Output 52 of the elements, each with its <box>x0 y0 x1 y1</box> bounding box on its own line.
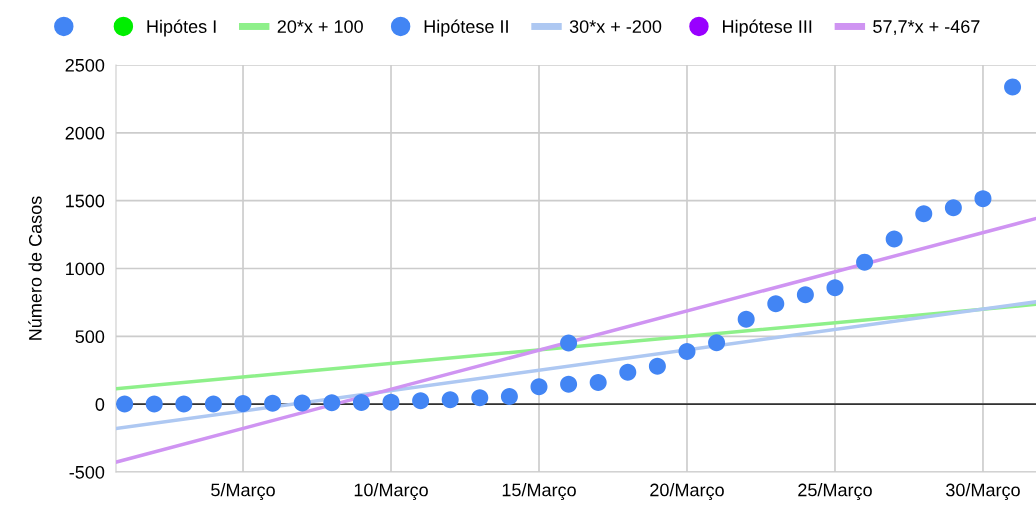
y-axis-title: Número de Casos <box>28 196 42 340</box>
point <box>145 395 163 413</box>
x-tick-label: 15/Março <box>502 483 576 501</box>
y-tick-label: 2000 <box>65 126 105 140</box>
point <box>382 393 400 411</box>
legend-label: 30*x + -200 <box>569 20 662 33</box>
legend-label: 20*x + 100 <box>277 20 363 33</box>
x-tick-label: 25/Março <box>798 483 872 501</box>
point <box>234 395 252 413</box>
point <box>530 378 548 396</box>
point <box>560 375 578 393</box>
y-tick-label: -500 <box>69 465 105 479</box>
point <box>767 295 785 313</box>
point <box>944 199 962 217</box>
point <box>826 279 844 297</box>
point <box>708 334 726 352</box>
point <box>885 230 903 248</box>
y-tick-label: 1500 <box>66 194 105 208</box>
point <box>323 394 341 412</box>
point <box>648 357 666 375</box>
point <box>796 286 814 304</box>
y-tick-label: 1000 <box>66 262 105 276</box>
point <box>352 393 370 411</box>
point <box>737 310 755 328</box>
point <box>441 391 459 409</box>
point <box>974 190 992 208</box>
point <box>678 343 696 361</box>
point <box>116 395 134 413</box>
point <box>589 374 607 392</box>
point <box>264 394 282 412</box>
x-tick-label: 5/Março <box>211 483 275 501</box>
point <box>1004 78 1022 96</box>
point <box>293 394 311 412</box>
point <box>412 392 430 410</box>
point <box>915 205 933 223</box>
legend-label: 57,7*x + -467 <box>873 20 980 36</box>
x-tick-label: 10/Março <box>354 483 428 501</box>
point <box>619 363 637 381</box>
legend-label: Hipótese III <box>723 19 812 37</box>
point <box>175 395 193 413</box>
y-tick-label: 0 <box>95 398 105 411</box>
point <box>560 334 578 352</box>
point <box>500 388 518 406</box>
y-tick-label: 500 <box>75 330 105 344</box>
legend-label: Hipótese II <box>424 19 508 37</box>
x-tick-label: 20/Março <box>650 483 724 501</box>
x-tick-label: 30/Março <box>946 483 1020 501</box>
point <box>471 389 489 407</box>
y-tick-label: 2500 <box>65 58 105 72</box>
legend-label: Hipótes I <box>147 19 216 37</box>
point <box>204 395 222 413</box>
point <box>856 253 874 271</box>
